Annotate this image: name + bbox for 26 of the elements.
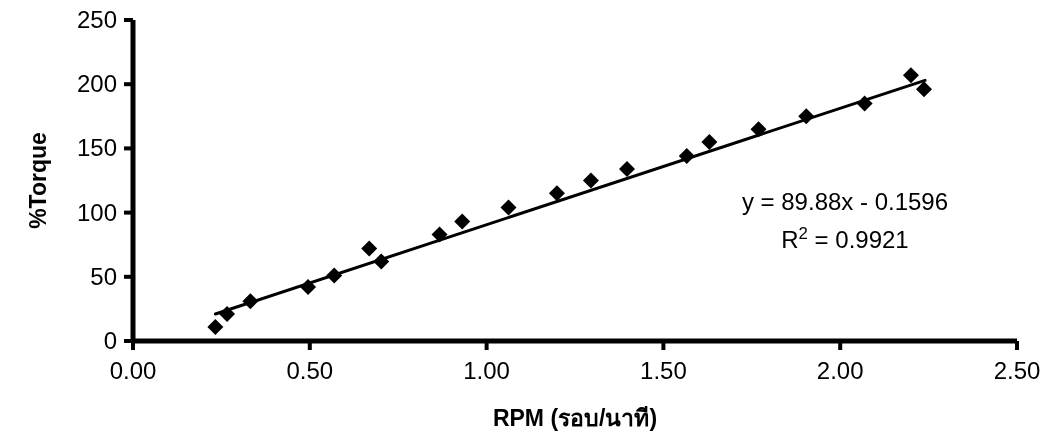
x-tick-label: 0.00 bbox=[109, 357, 157, 384]
y-axis-title: %Torque bbox=[25, 132, 51, 229]
x-tick-label: 1.00 bbox=[463, 357, 510, 384]
point bbox=[361, 240, 378, 257]
annotation: R$^{2}$ = 0.9921 bbox=[781, 223, 909, 253]
annotation: y = 89.88x - 0.1596 bbox=[741, 188, 949, 215]
y-tick-label: 100 bbox=[76, 198, 117, 226]
x-tick-label: 2.50 bbox=[993, 357, 1041, 384]
point bbox=[500, 199, 517, 216]
y-tick-label: 0 bbox=[103, 327, 117, 354]
x-tick-label: 2.00 bbox=[816, 357, 864, 384]
point bbox=[618, 160, 635, 177]
point bbox=[582, 172, 599, 189]
point bbox=[916, 81, 932, 98]
point bbox=[701, 133, 718, 150]
point bbox=[454, 213, 471, 230]
y-tick-label: 250 bbox=[76, 6, 117, 33]
y-tick-label: 150 bbox=[76, 134, 117, 162]
x-axis-title: RPM (รอบ/นาที) bbox=[492, 405, 658, 431]
x-tick-label: 0.50 bbox=[286, 357, 334, 384]
y-tick-label: 200 bbox=[76, 70, 117, 98]
y-tick-label: 50 bbox=[90, 262, 117, 290]
x-tick-label: 1.50 bbox=[640, 357, 687, 384]
point bbox=[902, 67, 919, 84]
point bbox=[548, 185, 565, 202]
point bbox=[207, 318, 224, 335]
